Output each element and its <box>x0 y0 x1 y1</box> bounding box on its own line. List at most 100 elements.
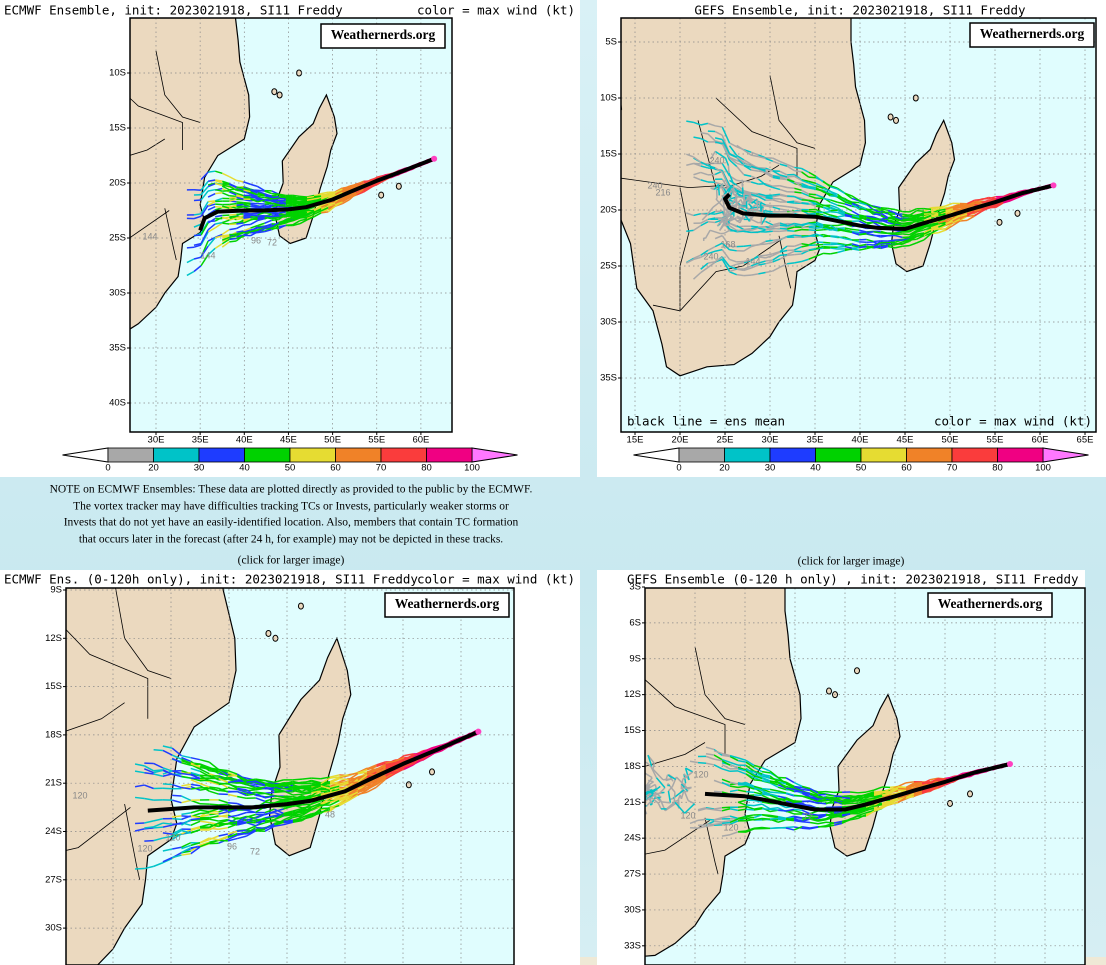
storm-track <box>190 756 201 761</box>
map-panel[interactable]: 9S 12S 15S 18S 21S 24S 27S 30S 120 120 120 96 72 48 We… <box>0 349 580 965</box>
storm-track <box>227 820 238 825</box>
storm-track <box>923 214 932 220</box>
storm-track <box>348 773 359 781</box>
storm-track <box>200 171 209 181</box>
storm-track <box>815 177 824 182</box>
storm-track <box>153 862 164 868</box>
track-label: 96 <box>251 235 261 245</box>
storm-track <box>779 204 788 208</box>
storm-track <box>772 193 780 196</box>
storm-track <box>311 777 321 780</box>
storm-track <box>858 232 867 236</box>
storm-track <box>801 202 809 205</box>
storm-track <box>837 223 845 227</box>
storm-track <box>707 133 716 142</box>
storm-track <box>1017 189 1025 193</box>
storm-track <box>938 223 946 228</box>
storm-track <box>779 229 788 233</box>
storm-track <box>830 201 838 206</box>
storm-track <box>729 222 737 227</box>
storm-track <box>292 217 301 222</box>
storm-track <box>273 813 284 821</box>
storm-track <box>700 137 709 143</box>
storm-track <box>257 199 265 203</box>
storm-track <box>930 206 939 211</box>
storm-track <box>334 201 343 207</box>
storm-track <box>200 245 209 258</box>
storm-track <box>938 205 946 209</box>
storm-track <box>349 193 357 198</box>
storm-track <box>736 225 745 231</box>
storm-track <box>693 176 701 181</box>
storm-track <box>952 206 961 210</box>
lat-tick-label: 40S <box>109 398 126 409</box>
storm-track <box>801 249 810 255</box>
storm-track <box>285 204 293 208</box>
storm-track <box>283 784 294 790</box>
storm-track <box>844 243 853 247</box>
lon-tick-label: 65E <box>1077 435 1094 446</box>
storm-track <box>313 198 322 203</box>
storm-track <box>199 811 210 815</box>
storm-track <box>809 821 819 825</box>
map-panel[interactable]: 3S6S9S12S15S18S21S24S27S30S33S1201201207… <box>445 479 1086 965</box>
storm-track <box>328 195 336 198</box>
storm-track <box>858 205 867 210</box>
storm-track <box>214 235 223 239</box>
storm-track <box>837 243 845 247</box>
storm-track <box>729 831 739 836</box>
storm-track <box>243 189 251 193</box>
lon-tick-label: 55E <box>987 435 1004 446</box>
storm-track <box>302 780 312 783</box>
storm-track <box>866 216 874 220</box>
storm-track <box>366 781 377 789</box>
storm-track <box>981 199 989 204</box>
storm-track <box>311 804 321 811</box>
lat-tick-label: 24S <box>45 826 62 837</box>
storm-track <box>292 778 303 781</box>
storm-track <box>873 231 881 234</box>
storm-track <box>801 171 810 178</box>
storm-track <box>801 827 811 830</box>
storm-track <box>250 196 258 200</box>
storm-track <box>808 195 817 199</box>
storm-track <box>736 154 745 161</box>
island <box>1014 209 1021 217</box>
caption[interactable]: (click for larger image) <box>238 555 345 567</box>
storm-track <box>357 789 368 796</box>
storm-track <box>779 227 788 230</box>
storm-track <box>729 258 737 263</box>
storm-track <box>144 784 154 790</box>
storm-track <box>228 175 237 182</box>
storm-track <box>873 212 881 216</box>
map-panel[interactable]: 10S 15S 20S 25S 30S 35S 40S 30E 35E 40E 45E 50E 55E 6… <box>0 0 580 477</box>
storm-track <box>264 225 272 230</box>
storm-track <box>808 171 817 177</box>
storm-track <box>207 237 216 247</box>
track-label: 240 <box>647 180 662 190</box>
storm-track <box>724 213 727 217</box>
storm-track <box>264 797 275 803</box>
storm-track <box>945 202 953 207</box>
storm-track <box>865 202 874 208</box>
storm-track <box>786 178 795 183</box>
storm-track <box>283 790 294 796</box>
storm-track <box>700 179 709 183</box>
storm-track <box>685 258 694 264</box>
lat-tick-label: 9S <box>50 585 62 596</box>
storm-track <box>909 216 917 220</box>
watermark: Weathernerds.org <box>395 596 500 611</box>
storm-track <box>181 783 191 787</box>
lon-tick-label: 35E <box>807 435 824 446</box>
storm-track <box>830 185 838 189</box>
border <box>715 97 798 177</box>
storm-track <box>866 243 874 246</box>
caption[interactable]: (click for larger image) <box>798 556 905 568</box>
map-panel[interactable]: 5S 10S 15S 20S 25S 30S 35S 15E 20E 25E 30E 35E 40E 45… <box>545 0 1106 477</box>
storm-track <box>431 744 442 749</box>
storm-track <box>311 782 321 786</box>
lat-tick-label: 10S <box>600 93 617 104</box>
storm-track <box>218 799 229 804</box>
storm-track <box>348 772 358 776</box>
storm-track <box>713 779 723 785</box>
